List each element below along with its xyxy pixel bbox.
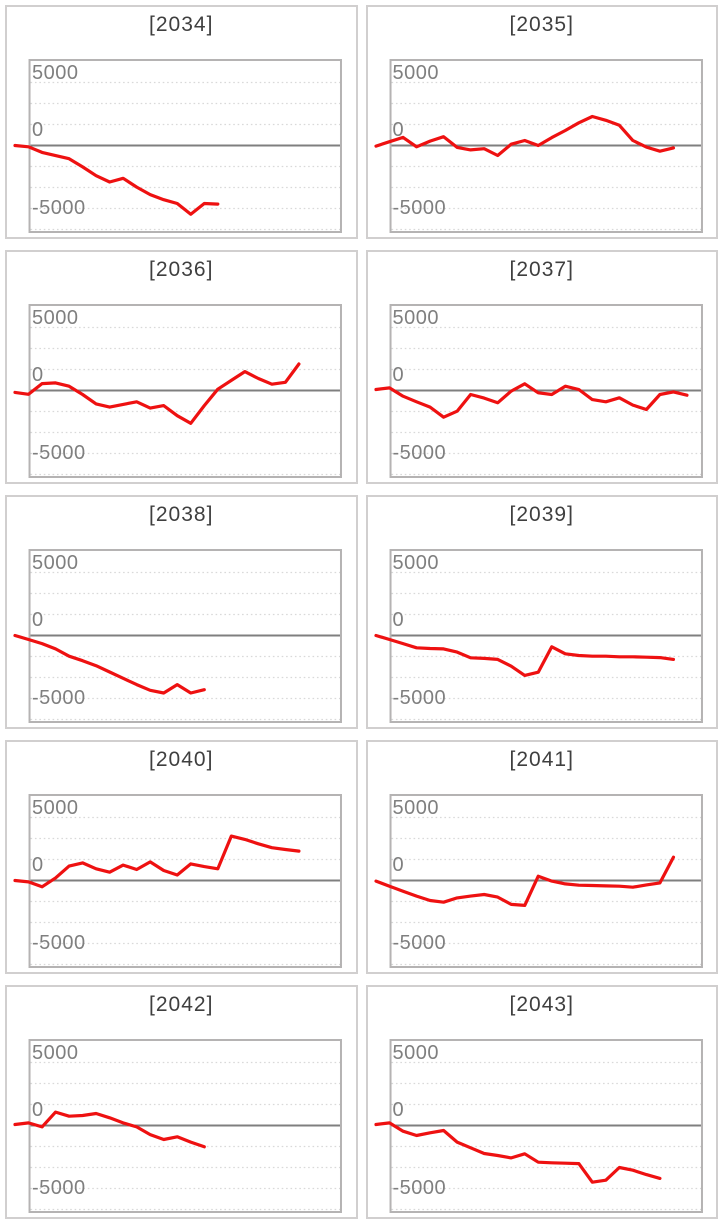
chart-panel-2041: [2041] 5000 0 -5000 [365,740,718,974]
y-axis-label-0: 0 [32,119,44,141]
series-line [373,382,689,419]
y-axis-label-0: 0 [392,364,405,386]
chart-panel-2039: [2039] 5000 0 -5000 [365,495,718,729]
line-chart [13,304,342,478]
series-line [13,362,301,425]
y-axis-label-5000: 5000 [32,552,79,574]
y-axis-label-5000: 5000 [32,62,79,84]
chart-panel-2034: [2034] 5000 0 -5000 [5,5,358,239]
y-axis-label-5000: 5000 [32,307,79,329]
y-axis-label-neg5000: -5000 [32,1177,86,1199]
line-chart [373,549,703,723]
series-line [13,834,301,889]
series-line [373,633,675,677]
y-axis-label-5000: 5000 [32,1042,79,1064]
y-axis-label-5000: 5000 [392,1042,439,1064]
y-axis-label-0: 0 [32,854,44,876]
chart-panel-2038: [2038] 5000 0 -5000 [5,495,358,729]
line-chart [373,1039,703,1213]
y-axis-label-5000: 5000 [392,307,439,329]
chart-title: [2034] [149,13,214,36]
chart-panel-2036: [2036] 5000 0 -5000 [5,250,358,484]
line-chart [13,59,342,233]
chart-panel-2035: [2035] 5000 0 -5000 [365,5,718,239]
line-chart [13,794,342,968]
y-axis-label-neg5000: -5000 [392,442,447,464]
series-line [373,855,675,907]
chart-panel-2037: [2037] 5000 0 -5000 [365,250,718,484]
y-axis-label-0: 0 [32,609,44,631]
chart-title: [2037] [509,258,574,281]
line-chart [373,59,703,233]
chart-title: [2036] [149,258,214,281]
series-line [13,143,220,216]
y-axis-label-neg5000: -5000 [392,197,447,219]
y-axis-label-neg5000: -5000 [392,932,447,954]
chart-title: [2042] [149,993,214,1016]
y-axis-label-neg5000: -5000 [32,932,86,954]
chart-panel-2042: [2042] 5000 0 -5000 [5,985,358,1219]
series-line [13,633,206,695]
series-line [13,1110,206,1149]
chart-title: [2038] [149,503,214,526]
chart-panel-2043: [2043] 5000 0 -5000 [365,985,718,1219]
y-axis-label-5000: 5000 [32,797,79,819]
series-line [373,1121,662,1184]
chart-title: [2040] [149,748,214,771]
line-chart [13,1039,342,1213]
y-axis-label-0: 0 [392,1099,405,1121]
chart-title: [2041] [509,748,574,771]
chart-panel-2040: [2040] 5000 0 -5000 [5,740,358,974]
y-axis-label-5000: 5000 [392,797,439,819]
y-axis-label-neg5000: -5000 [32,197,86,219]
y-axis-label-neg5000: -5000 [32,442,86,464]
chart-title: [2035] [509,13,574,36]
chart-title: [2043] [509,993,574,1016]
series-line [373,114,675,158]
line-chart [373,304,703,478]
y-axis-label-0: 0 [392,854,405,876]
chart-title: [2039] [509,503,574,526]
y-axis-label-0: 0 [392,119,405,141]
y-axis-label-5000: 5000 [392,62,439,84]
y-axis-label-0: 0 [392,609,405,631]
y-axis-label-neg5000: -5000 [392,687,447,709]
line-chart [13,549,342,723]
y-axis-label-0: 0 [32,364,44,386]
y-axis-label-0: 0 [32,1099,44,1121]
y-axis-label-5000: 5000 [392,552,439,574]
y-axis-label-neg5000: -5000 [392,1177,447,1199]
y-axis-label-neg5000: -5000 [32,687,86,709]
line-chart [373,794,703,968]
